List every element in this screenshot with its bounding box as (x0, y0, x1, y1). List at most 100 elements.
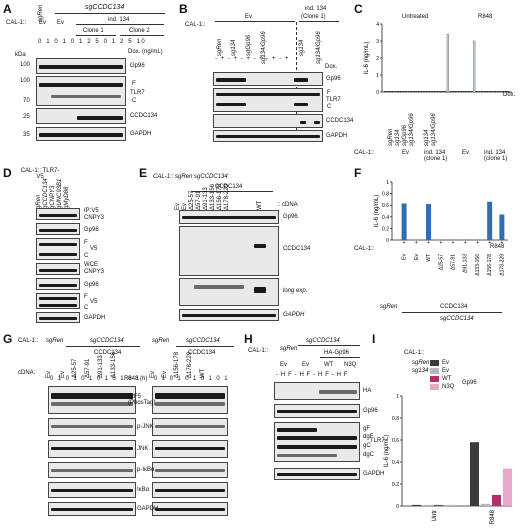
panel-label-a: A (3, 2, 12, 16)
blot-ikba-left (48, 482, 136, 498)
legend-title: sg134 (412, 368, 429, 374)
lane-label: Δ178-229 (224, 183, 230, 210)
band-mark-f: F (327, 90, 331, 96)
bar (401, 203, 407, 240)
y-tick-label: 0.2 (382, 226, 389, 232)
bar (407, 91, 410, 93)
cell-line-label: CAL-1:: (6, 20, 27, 26)
legend-label: Ev (442, 360, 450, 366)
bar (496, 91, 499, 93)
x-tick-label: Δ91-133 (463, 254, 469, 273)
ccdc134-label: CCDC134 (440, 304, 468, 310)
lane-label: sgUNC93B1 (57, 178, 63, 212)
lane-label: Δ156-178 (174, 351, 180, 378)
sgren-label: sgRen (46, 338, 64, 344)
blot-ccdc134 (36, 108, 126, 124)
bar (438, 239, 444, 241)
bar (423, 91, 426, 93)
row-label-pjnk: p-JNK (137, 424, 154, 430)
divider (176, 346, 234, 347)
blot-jnk-right (152, 440, 228, 458)
y-tick-label: 0.8 (382, 192, 389, 198)
band (277, 454, 337, 457)
bar (386, 91, 389, 93)
blot-gapdh-right (152, 502, 228, 516)
y-axis-label: IL-6 (ng/mL) (364, 42, 370, 75)
y-axis-label: IL-6 (ng/mL) (374, 195, 380, 228)
y-tick-label: 3 (376, 39, 379, 45)
divider (299, 21, 339, 22)
y-tick-label: 0.2 (392, 482, 399, 488)
blot-gapdh (36, 127, 126, 141)
band (39, 304, 77, 307)
band (51, 469, 133, 472)
r848-sign: + (415, 240, 418, 246)
r848-values: 0 1 0 1 0 1 0 1 0 1 0 1 (50, 376, 141, 382)
y-tick-label: 0.4 (382, 215, 389, 221)
cell-line-label: CAL-1:: (354, 150, 375, 156)
panel-label-g: G (3, 332, 13, 346)
y-tick-label: 1 (376, 73, 379, 79)
bar (399, 91, 402, 93)
band (277, 436, 357, 440)
band-mark-c: C (132, 98, 137, 104)
panel-label-i: I (372, 332, 376, 346)
bar (499, 91, 502, 93)
row-label-ccdc134: CCDC134 (130, 113, 158, 119)
dox-label: Dox. (325, 64, 338, 70)
cdna-label: cDNA: (18, 370, 36, 376)
bar (417, 91, 421, 93)
row-label: CNPY3 (84, 215, 105, 221)
bar (470, 91, 473, 93)
lane-label: sg134 (424, 129, 430, 146)
lane-label: Ev (182, 202, 188, 210)
divider (298, 345, 360, 346)
blot-irf5-right (152, 386, 228, 414)
x-tick-label: WT (426, 254, 432, 262)
band (39, 214, 77, 217)
sgccdc134-label: sgCCDC134 (440, 316, 474, 322)
row-label-gp96: Gp96 (363, 408, 378, 414)
blot-gp96 (36, 58, 126, 74)
band (314, 121, 320, 124)
row-label-jnk: JNK (137, 446, 149, 452)
band (182, 216, 276, 219)
lane-label: Ev (280, 362, 288, 368)
lane-label: Δ178-229 (187, 351, 193, 378)
row-label-gapdh: GAPDH (137, 506, 159, 512)
sgren-label: sgRen (280, 346, 298, 352)
band-mark-f: F (84, 294, 88, 300)
legend-swatch-wt (430, 376, 439, 382)
panel-b: B CAL-1:: Ev ind. 134 (Clone 1) sgRen sg… (175, 0, 353, 165)
band (294, 78, 308, 82)
lane-label: sgCCDC134 (43, 178, 49, 212)
band (39, 83, 123, 87)
ev-label: Ev (57, 20, 65, 26)
band-mark-c: C (84, 253, 89, 259)
divider (55, 13, 165, 14)
ccdc134-label: CCDC134 (94, 350, 122, 356)
blot-pikba-right (152, 462, 228, 478)
blot-pikba-left (48, 462, 136, 478)
ccdc134-label: CCDC134 (188, 350, 216, 356)
x-tick-label: Δ57-91 (451, 254, 457, 270)
cell-line-label: CAL-1:: (354, 246, 375, 252)
r848-sign: + (452, 240, 455, 246)
band (39, 65, 123, 69)
x-tick-label: Untr (432, 510, 438, 521)
wce-label: WCE (84, 262, 98, 268)
marker-100: 100 (20, 78, 31, 84)
sgren-label: sgRen (380, 304, 398, 310)
blot-gapdh (213, 130, 323, 142)
group-label: Ev (402, 150, 410, 156)
y-tick-label: 0.8 (392, 416, 399, 422)
y-tick-label: 0.4 (392, 460, 399, 466)
lane-label: sg134/Gp96 (316, 31, 322, 64)
chart-i: 0 0.2 0.4 0.6 0.8 1 IL-6 (ng/mL) Untr R848 (384, 394, 512, 524)
bar (420, 91, 423, 93)
legend-swatch-n3q (430, 384, 439, 390)
band-mark-dgc: dgC (363, 452, 375, 458)
blot-ccdc134 (179, 226, 279, 276)
ip-label: IP:V5 (84, 208, 99, 214)
band (300, 121, 306, 124)
